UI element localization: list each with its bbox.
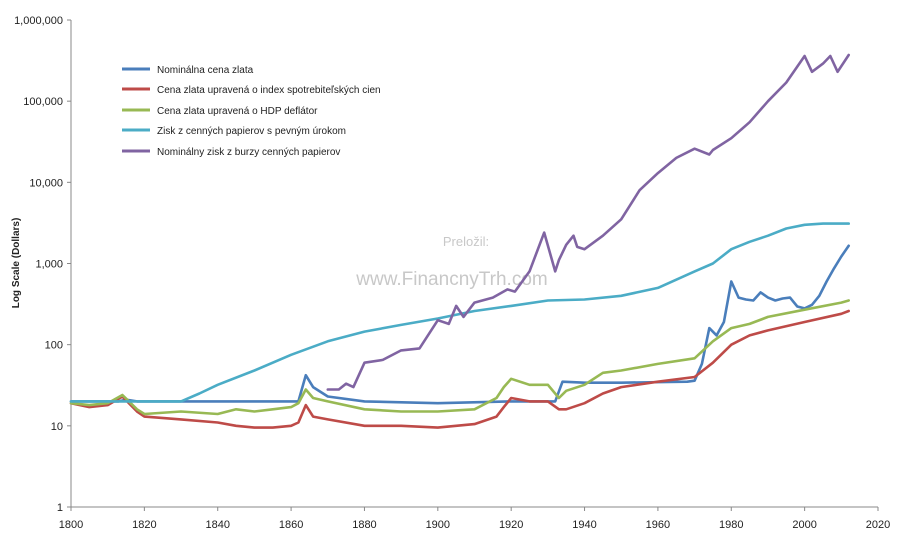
y-axis-title: Log Scale (Dollars) [11, 218, 22, 309]
x-tick-label: 1920 [499, 519, 523, 531]
y-tick-label: 100 [45, 340, 63, 352]
x-tick-label: 2000 [792, 519, 816, 531]
x-tick-label: 1980 [719, 519, 743, 531]
legend-label-4: Zisk z cenných papierov s pevným úrokom [157, 126, 346, 137]
legend-label-3: Cena zlata upravená o HDP deflátor [157, 106, 318, 117]
y-tick-label: 10 [51, 421, 63, 433]
series-line-1 [69, 244, 851, 405]
series-layer [69, 53, 851, 429]
x-tick-label: 1820 [132, 519, 156, 531]
legend: Nominálna cena zlata Cena zlata upravená … [122, 65, 381, 158]
y-tick-label: 1,000,000 [14, 15, 63, 27]
y-tick-label: 1,000 [35, 259, 63, 271]
legend-label-5: Nominálny zisk z burzy cenných papierov [157, 147, 340, 158]
x-tick-label: 1880 [352, 519, 376, 531]
watermark-site-url: www.FinancnyTrh.com [355, 269, 547, 290]
x-tick-label: 1960 [646, 519, 670, 531]
x-tick-label: 1800 [59, 519, 83, 531]
x-tick-label: 1860 [279, 519, 303, 531]
y-tick-label: 1 [57, 502, 63, 514]
series-line-5 [326, 53, 851, 391]
watermark-translated-by: Preložil: [443, 234, 489, 249]
x-tick-label: 1840 [205, 519, 229, 531]
legend-label-2: Cena zlata upravená o index spotrebiteľs… [157, 85, 381, 96]
x-tick-label: 2020 [866, 519, 890, 531]
legend-label-1: Nominálna cena zlata [157, 65, 254, 76]
series-line-4 [69, 222, 851, 403]
series-line-3 [69, 299, 851, 416]
series-line-2 [69, 309, 851, 429]
x-tick-label: 1900 [426, 519, 450, 531]
y-tick-label: 100,000 [23, 96, 63, 108]
x-tick-label: 1940 [572, 519, 596, 531]
axes-layer: 1 10 100 1,000 10,000 100,000 1,000,000 1800 182… [14, 15, 890, 531]
y-tick-label: 10,000 [29, 177, 63, 189]
